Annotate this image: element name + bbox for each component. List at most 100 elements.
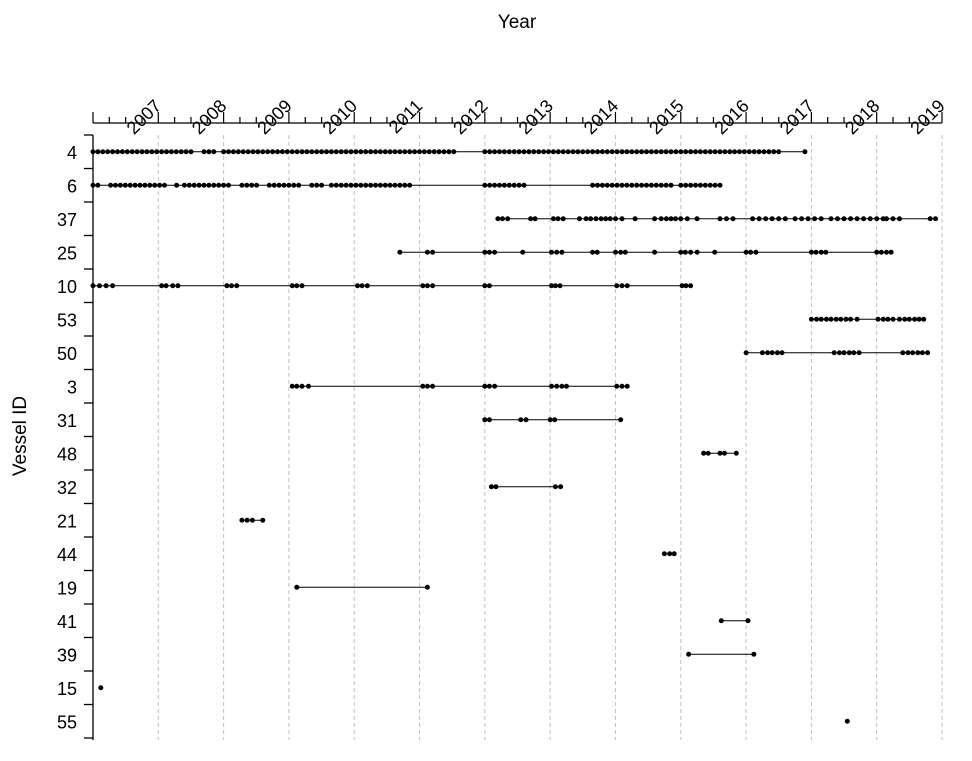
data-point <box>618 249 624 255</box>
data-point <box>694 216 700 222</box>
data-point <box>634 149 640 155</box>
data-point <box>338 182 344 188</box>
data-point <box>812 216 818 222</box>
data-point <box>183 149 189 155</box>
data-point <box>201 149 207 155</box>
data-point <box>249 182 255 188</box>
data-point <box>694 249 700 255</box>
data-point <box>624 182 630 188</box>
data-point <box>387 149 393 155</box>
data-point <box>756 216 762 222</box>
y-tick-label: 50 <box>57 344 77 364</box>
data-point <box>482 182 488 188</box>
data-point <box>774 350 780 356</box>
data-point <box>260 149 266 155</box>
data-point <box>497 182 502 188</box>
data-point <box>451 149 457 155</box>
data-point <box>497 149 502 155</box>
data-point <box>90 149 96 155</box>
data-point <box>693 149 698 155</box>
data-point <box>154 149 160 155</box>
data-point <box>142 182 148 188</box>
data-point <box>424 249 430 255</box>
data-point <box>743 249 749 255</box>
data-point <box>132 182 138 188</box>
data-point <box>658 182 664 188</box>
data-point <box>206 149 212 155</box>
data-point <box>506 182 512 188</box>
data-point <box>314 182 320 188</box>
data-point <box>668 182 674 188</box>
data-point <box>482 417 488 423</box>
data-point <box>486 249 492 255</box>
data-point <box>848 316 854 322</box>
data-point <box>511 182 517 188</box>
data-point <box>925 350 931 356</box>
data-point <box>276 182 282 188</box>
data-point <box>888 249 894 255</box>
data-point <box>639 149 645 155</box>
data-point <box>159 283 165 289</box>
y-tick-label: 6 <box>67 176 77 196</box>
data-point <box>511 149 517 155</box>
data-point <box>745 618 751 624</box>
data-point <box>206 182 212 188</box>
data-point <box>619 149 625 155</box>
data-point <box>137 182 143 188</box>
data-point <box>613 249 618 255</box>
data-point <box>722 450 727 456</box>
data-point <box>552 484 558 490</box>
data-point <box>683 182 689 188</box>
data-point <box>397 182 403 188</box>
data-point <box>741 149 747 155</box>
data-point <box>554 383 560 389</box>
data-point <box>493 484 499 490</box>
data-point <box>890 216 896 222</box>
data-point <box>702 149 708 155</box>
data-point <box>382 149 388 155</box>
data-point <box>191 182 197 188</box>
data-point <box>756 149 762 155</box>
data-point <box>818 316 824 322</box>
data-point <box>392 149 398 155</box>
data-point <box>226 149 231 155</box>
data-point <box>117 182 123 188</box>
data-point <box>634 182 640 188</box>
data-point <box>570 149 576 155</box>
data-point <box>776 216 782 222</box>
data-point <box>730 216 736 222</box>
data-point <box>299 149 305 155</box>
data-point <box>536 149 542 155</box>
data-point <box>284 149 290 155</box>
data-point <box>732 149 738 155</box>
data-point <box>95 182 101 188</box>
data-point <box>338 149 344 155</box>
data-point <box>364 283 370 289</box>
data-point <box>407 182 413 188</box>
data-point <box>291 182 297 188</box>
data-point <box>363 182 369 188</box>
data-point <box>629 182 635 188</box>
data-point <box>421 149 427 155</box>
data-point <box>875 316 881 322</box>
data-point <box>851 350 857 356</box>
data-point <box>221 149 227 155</box>
data-point <box>430 283 436 289</box>
y-tick-label: 4 <box>67 143 77 163</box>
data-point <box>521 182 527 188</box>
data-point <box>818 249 824 255</box>
data-point <box>431 149 437 155</box>
data-point <box>412 149 418 155</box>
data-point <box>417 149 422 155</box>
data-point <box>309 182 315 188</box>
data-point <box>884 216 889 222</box>
data-point <box>387 182 393 188</box>
data-point <box>108 182 114 188</box>
data-point <box>488 484 494 490</box>
data-point <box>306 383 311 389</box>
data-point <box>407 149 413 155</box>
data-point <box>430 249 436 255</box>
data-point <box>526 149 532 155</box>
data-point <box>541 149 547 155</box>
data-point <box>516 182 522 188</box>
